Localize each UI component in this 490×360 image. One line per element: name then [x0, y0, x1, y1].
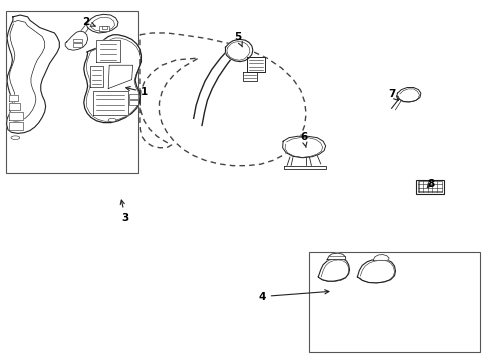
Polygon shape [225, 40, 253, 62]
Bar [102, 26, 107, 29]
Bar [418, 181, 442, 192]
Polygon shape [86, 14, 118, 33]
Polygon shape [84, 35, 142, 123]
Polygon shape [397, 87, 421, 102]
Polygon shape [9, 103, 20, 110]
Text: 8: 8 [427, 179, 434, 189]
Text: 5: 5 [234, 32, 243, 47]
Polygon shape [357, 259, 395, 283]
Text: 3: 3 [120, 200, 129, 222]
Bar [99, 26, 109, 31]
Polygon shape [65, 31, 88, 50]
Text: 1: 1 [126, 87, 148, 97]
Bar [309, 252, 480, 352]
Polygon shape [373, 255, 389, 260]
Polygon shape [247, 57, 265, 72]
Bar [73, 43, 82, 47]
Polygon shape [283, 136, 326, 158]
Bar [129, 94, 138, 99]
Polygon shape [108, 65, 133, 89]
Polygon shape [9, 112, 23, 120]
Polygon shape [243, 72, 257, 81]
Bar [73, 39, 82, 42]
Text: 4: 4 [258, 290, 329, 302]
Ellipse shape [11, 136, 20, 139]
Polygon shape [6, 15, 59, 134]
Text: 6: 6 [300, 132, 307, 148]
Text: 7: 7 [388, 89, 398, 100]
Text: 2: 2 [83, 17, 95, 27]
Polygon shape [318, 258, 349, 281]
Polygon shape [90, 66, 103, 87]
Bar [416, 180, 444, 194]
Ellipse shape [108, 118, 116, 122]
Polygon shape [9, 122, 23, 130]
Polygon shape [97, 40, 120, 62]
Polygon shape [93, 91, 128, 115]
Bar [129, 100, 138, 105]
Polygon shape [9, 95, 18, 101]
Polygon shape [284, 166, 326, 168]
Polygon shape [327, 253, 345, 260]
Bar [5, 12, 138, 173]
